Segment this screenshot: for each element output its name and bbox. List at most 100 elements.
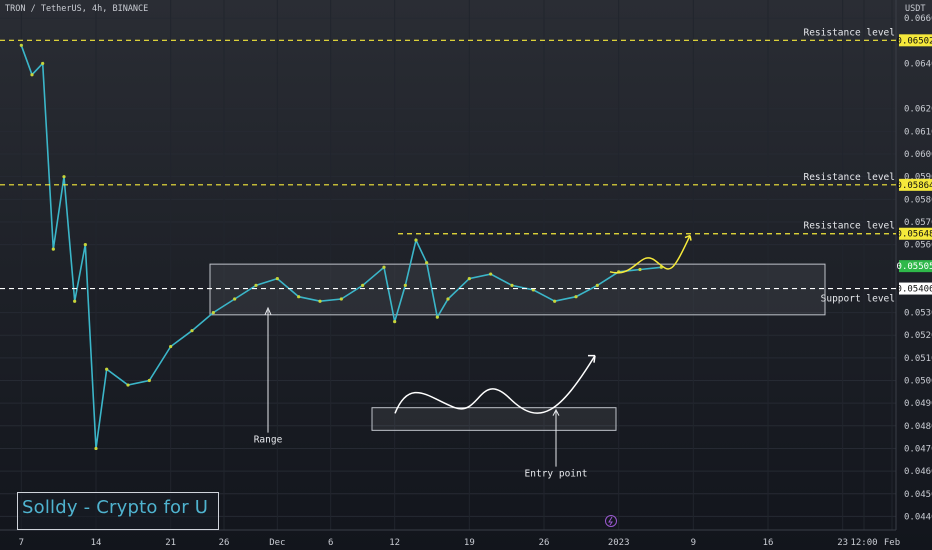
range-arrow-icon (264, 306, 272, 316)
x-tick-label: 19 (464, 538, 475, 548)
entry-box (371, 407, 617, 431)
y-tick-label: 0.06100 (904, 127, 932, 137)
projection-curve (609, 235, 691, 274)
level-label: Resistance level (803, 172, 895, 183)
price-point (83, 243, 87, 247)
price-point (382, 265, 386, 269)
price-point (51, 247, 55, 251)
price-point (30, 73, 34, 77)
entry-scenario-curve (394, 355, 596, 414)
y-tick-label: 0.05300 (904, 309, 932, 319)
price-point (318, 299, 322, 303)
y-tick-label: 0.06200 (904, 105, 932, 115)
x-tick-label: 12:00 (850, 538, 877, 548)
price-point (297, 295, 301, 299)
current-price-tag (899, 260, 932, 273)
x-tick-label: 21 (165, 538, 176, 548)
y-tick-label: 0.05100 (904, 354, 932, 364)
x-tick-label: 26 (219, 538, 230, 548)
symbol-header: TRON / TetherUS, 4h, BINANCE (5, 4, 148, 14)
y-tick-label: 0.05800 (904, 195, 932, 205)
level-price-tag-text: 0.05864 (897, 181, 932, 191)
price-point (339, 297, 343, 301)
y-tick-label: 0.04700 (904, 444, 932, 454)
x-tick-label: 26 (539, 538, 550, 548)
range-box (209, 263, 826, 316)
level-label: Resistance level (803, 221, 895, 232)
price-point (62, 175, 66, 179)
x-tick-label: 14 (91, 538, 102, 548)
level-price-tag (899, 227, 932, 240)
x-tick-label: Feb (884, 538, 900, 548)
level-price-tag-text: 0.06502 (897, 36, 932, 46)
entry-pointer-icon (552, 408, 560, 416)
watermark-text: Solldy - Crypto for U (22, 497, 209, 518)
price-point (105, 367, 109, 371)
price-point (393, 320, 397, 324)
x-tick-label: 16 (763, 538, 774, 548)
price-point (574, 295, 578, 299)
current-price-text: 0.05505 (897, 262, 932, 272)
price-point (435, 315, 439, 319)
price-point (553, 299, 557, 303)
range-label: Range (254, 435, 283, 446)
price-point (73, 299, 77, 303)
y-tick-label: 0.06000 (904, 150, 932, 160)
price-point (169, 344, 173, 349)
x-tick-label: 12 (389, 538, 400, 548)
watermark-box (17, 492, 219, 530)
price-point (361, 283, 365, 287)
price-point (467, 276, 471, 281)
level-price-tag-text: 0.05406 (897, 285, 932, 295)
y-tick-label: 0.05200 (904, 331, 932, 341)
level-label: Support level (821, 294, 895, 305)
price-point (510, 283, 514, 287)
lightning-icon[interactable] (605, 515, 617, 527)
y-tick-label: 0.04600 (904, 467, 932, 477)
price-point (41, 61, 45, 66)
price-point (275, 276, 279, 281)
level-price-tag-text: 0.05648 (897, 230, 932, 240)
y-tick-label: 0.06400 (904, 59, 932, 69)
lightning-icon-glyph (608, 516, 613, 526)
price-point (211, 310, 215, 315)
level-label: Resistance level (803, 27, 895, 38)
price-point (233, 297, 237, 301)
level-price-tag (899, 34, 932, 47)
price-point (489, 272, 493, 276)
y-tick-label: 0.05000 (904, 377, 932, 387)
price-point (414, 238, 418, 242)
currency-label: USDT (905, 4, 925, 14)
price-point (403, 283, 407, 287)
x-tick-label: 9 (691, 538, 696, 548)
price-point (190, 329, 194, 333)
x-tick-label: Dec (269, 538, 285, 548)
projection-arrow-icon (684, 234, 692, 241)
y-tick-label: 0.04400 (904, 512, 932, 522)
y-tick-label: 0.04800 (904, 422, 932, 432)
price-point (94, 446, 98, 451)
x-tick-label: 2023 (608, 538, 630, 548)
x-tick-label: 7 (19, 538, 24, 548)
price-series-line (20, 45, 662, 449)
price-point (147, 378, 151, 383)
entry-arrow-icon (588, 354, 596, 363)
x-tick-label: 6 (328, 538, 333, 548)
price-point (254, 283, 258, 287)
entry-point-label: Entry point (525, 469, 588, 480)
price-point (425, 261, 429, 265)
level-price-tag (899, 282, 932, 295)
y-tick-label: 0.04500 (904, 490, 932, 500)
price-point (595, 283, 599, 287)
price-point (19, 43, 23, 47)
y-tick-label: 0.04900 (904, 399, 932, 409)
price-point (446, 297, 450, 301)
y-tick-label: 0.05700 (904, 218, 932, 228)
level-price-tag (899, 178, 932, 191)
price-point (638, 267, 642, 272)
price-point (126, 383, 130, 387)
y-tick-label: 0.05600 (904, 241, 932, 251)
